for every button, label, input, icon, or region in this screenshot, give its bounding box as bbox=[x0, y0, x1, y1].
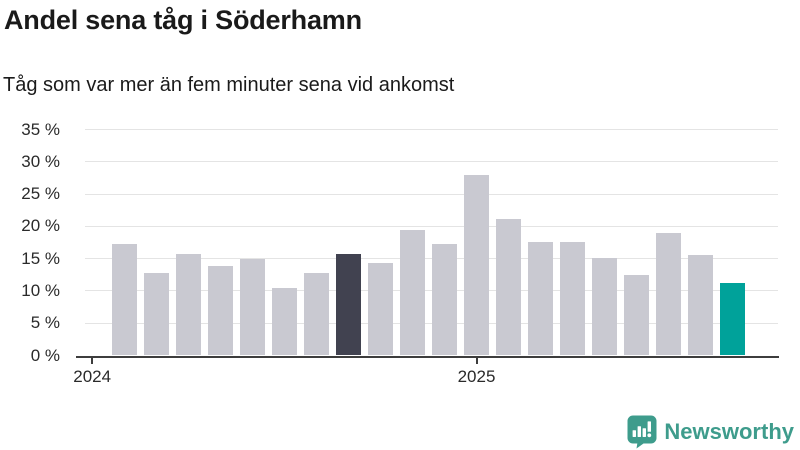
x-axis-tick-2025 bbox=[475, 357, 478, 364]
bar-2024-09 bbox=[335, 254, 361, 356]
y-axis-tick-label: 25 % bbox=[21, 184, 60, 204]
newsworthy-bubble-icon bbox=[627, 415, 657, 449]
gridline-5 bbox=[85, 322, 778, 324]
x-axis-tick-label: 2024 bbox=[73, 366, 112, 386]
gridline-30 bbox=[85, 161, 778, 163]
x-axis-tick-label: 2025 bbox=[457, 366, 496, 386]
gridline-25 bbox=[85, 193, 778, 195]
bar-2025-03 bbox=[528, 241, 554, 356]
gridline-15 bbox=[85, 258, 778, 260]
y-axis-tick-label: 20 % bbox=[21, 216, 60, 236]
y-axis-tick-label: 15 % bbox=[21, 248, 60, 268]
bar-2024-12 bbox=[432, 244, 457, 356]
gridline-35 bbox=[85, 129, 778, 130]
y-axis-tick-label: 35 % bbox=[21, 119, 60, 139]
bar-2024-05 bbox=[207, 266, 233, 356]
gridline-20 bbox=[85, 225, 778, 227]
bar-2025-06 bbox=[624, 275, 650, 356]
x-axis-line bbox=[76, 355, 779, 358]
bar-2025-09 bbox=[720, 283, 746, 356]
bar-2024-10 bbox=[367, 263, 393, 356]
bar-2024-07 bbox=[271, 288, 297, 356]
newsworthy-logo[interactable]: Newsworthy bbox=[627, 415, 794, 449]
chart-title: Andel sena tåg i Söderhamn bbox=[4, 5, 362, 35]
bar-2025-01 bbox=[464, 175, 490, 356]
bar-2025-02 bbox=[496, 219, 522, 356]
bar-2025-07 bbox=[656, 233, 682, 356]
y-axis-tick-label: 0 % bbox=[30, 345, 60, 365]
y-axis-tick-label: 10 % bbox=[21, 280, 60, 300]
newsworthy-wordmark: Newsworthy bbox=[664, 419, 794, 444]
bar-2024-11 bbox=[399, 229, 425, 356]
bar-2024-03 bbox=[143, 272, 169, 356]
bar-2025-08 bbox=[688, 254, 714, 356]
bar-2024-04 bbox=[175, 254, 201, 356]
bar-2025-05 bbox=[592, 257, 618, 356]
gridline-10 bbox=[85, 290, 778, 292]
y-axis-tick-label: 5 % bbox=[30, 313, 60, 333]
bar-2024-02 bbox=[111, 243, 137, 356]
x-axis-tick-2024 bbox=[91, 357, 94, 364]
bar-2024-08 bbox=[303, 272, 329, 356]
bar-2024-06 bbox=[239, 258, 265, 356]
bar-2025-04 bbox=[560, 241, 586, 356]
y-axis-tick-label: 30 % bbox=[21, 151, 60, 171]
chart-subtitle: Tåg som var mer än fem minuter sena vid … bbox=[3, 74, 455, 96]
